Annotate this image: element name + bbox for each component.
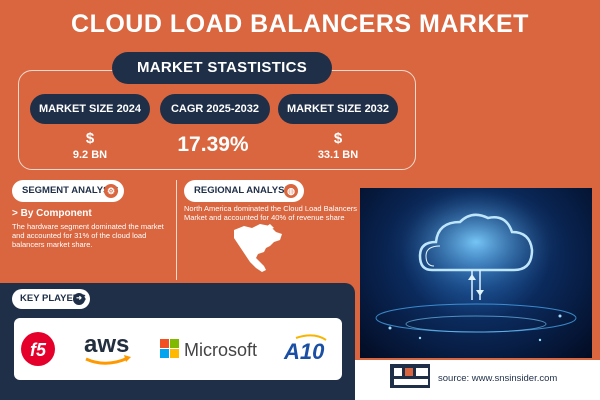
f5-logo: f5 bbox=[21, 332, 55, 366]
cagr-label: CAGR 2025-2032 bbox=[160, 94, 270, 124]
sns-insider-logo-mark bbox=[394, 368, 428, 385]
microsoft-logo: Microsoft bbox=[160, 339, 257, 360]
market-size-2032-label: MARKET SIZE 2032 bbox=[278, 94, 398, 124]
page-title: CLOUD LOAD BALANCERS MARKET bbox=[71, 10, 529, 38]
cagr-value: 17.39% bbox=[177, 133, 249, 156]
key-players-text: KEY PLAYERS bbox=[20, 293, 86, 304]
a10-logo: A10 bbox=[283, 334, 327, 364]
regional-analysis-text: REGIONAL ANALYSIS bbox=[194, 185, 294, 196]
stats-heading: MARKET STASTISTICS bbox=[112, 52, 332, 84]
gear-icon: ⚙ bbox=[104, 184, 118, 198]
arrow-icon: ➜ bbox=[73, 293, 85, 305]
sns-insider-logo bbox=[390, 364, 430, 388]
key-players-label: KEY PLAYERS ➜ bbox=[12, 289, 90, 309]
logos-panel: f5 aws Microsoft A10 bbox=[14, 318, 342, 380]
key-player-logos: f5 aws Microsoft A10 bbox=[21, 331, 327, 366]
aws-logo-text: aws bbox=[84, 331, 129, 358]
market-size-2024-label: MARKET SIZE 2024 bbox=[30, 94, 150, 124]
market-size-2032-value: 33.1 BN bbox=[317, 149, 359, 161]
regional-analysis-label: REGIONAL ANALYSIS ◍ bbox=[184, 180, 304, 202]
segment-sub-heading: > By Component bbox=[12, 208, 92, 219]
market-size-2032-currency: $ bbox=[333, 130, 343, 147]
regional-text: North America dominated the Cloud Load B… bbox=[184, 204, 358, 222]
north-america-map-icon bbox=[234, 224, 282, 272]
segment-text: The hardware segment dominated the marke… bbox=[12, 222, 164, 249]
microsoft-logo-text: Microsoft bbox=[184, 340, 257, 360]
divider bbox=[176, 180, 177, 280]
source-text: source: www.snsinsider.com bbox=[438, 373, 558, 384]
a10-logo-text: A10 bbox=[283, 339, 325, 364]
aws-logo: aws bbox=[84, 331, 131, 365]
cloud-network-image bbox=[360, 188, 592, 358]
segment-analysis-label: SEGMENT ANALYSIS ⚙ bbox=[12, 180, 124, 202]
cloud-icon bbox=[375, 188, 577, 342]
segment-analysis-text: SEGMENT ANALYSIS bbox=[22, 185, 119, 196]
globe-icon: ◍ bbox=[284, 184, 298, 198]
f5-logo-text: f5 bbox=[30, 340, 47, 360]
market-size-2024-value: 9.2 BN bbox=[72, 149, 108, 161]
market-size-2024-currency: $ bbox=[85, 130, 95, 147]
